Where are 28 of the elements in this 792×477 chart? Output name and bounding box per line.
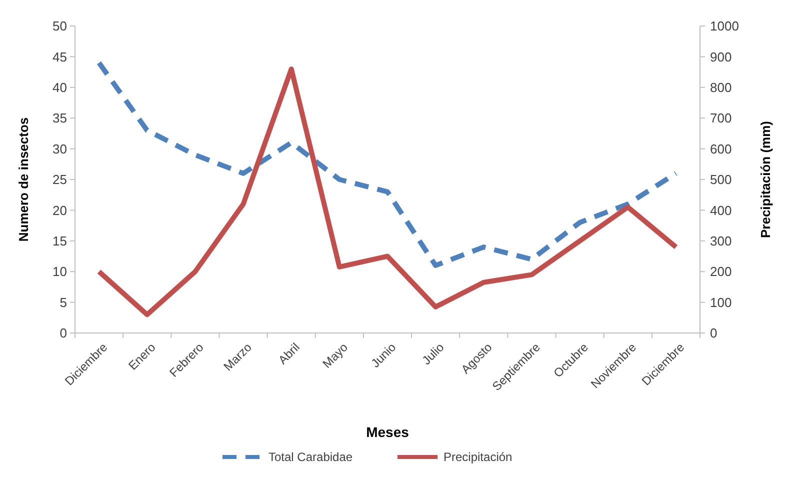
y-tick-label: 35 xyxy=(52,110,67,126)
y2-tick-label: 900 xyxy=(710,49,732,64)
y2-tick-label: 400 xyxy=(710,202,732,218)
y2-tick-label: 300 xyxy=(710,233,732,248)
legend-label: Precipitación xyxy=(444,450,512,464)
y-tick-label: 20 xyxy=(52,202,67,218)
y-tick-label: 0 xyxy=(60,326,67,341)
y-axis-title: Numero de insectos xyxy=(16,117,31,242)
x-axis-title: Meses xyxy=(366,424,410,440)
y-tick-label: 5 xyxy=(60,294,67,310)
y2-tick-label: 200 xyxy=(710,264,732,280)
x-tick-label: Julio xyxy=(419,340,447,368)
y2-tick-label: 100 xyxy=(710,294,732,310)
y2-tick-label: 700 xyxy=(710,110,732,126)
y-tick-label: 10 xyxy=(52,264,67,280)
y2-tick-label: 600 xyxy=(710,141,732,156)
y-tick-label: 25 xyxy=(52,172,67,188)
y2-tick-label: 0 xyxy=(710,326,718,341)
y-tick-label: 30 xyxy=(52,141,67,156)
y2-tick-label: 1000 xyxy=(710,18,739,34)
y-tick-label: 45 xyxy=(52,49,67,64)
legend-label: Total Carabidae xyxy=(268,450,353,464)
y-tick-label: 40 xyxy=(52,80,67,95)
y2-axis-title: Precipitación (mm) xyxy=(758,120,773,238)
y-tick-label: 50 xyxy=(52,18,67,34)
y-tick-label: 15 xyxy=(52,233,67,248)
y2-tick-label: 800 xyxy=(710,80,732,95)
y2-tick-label: 500 xyxy=(710,172,732,188)
